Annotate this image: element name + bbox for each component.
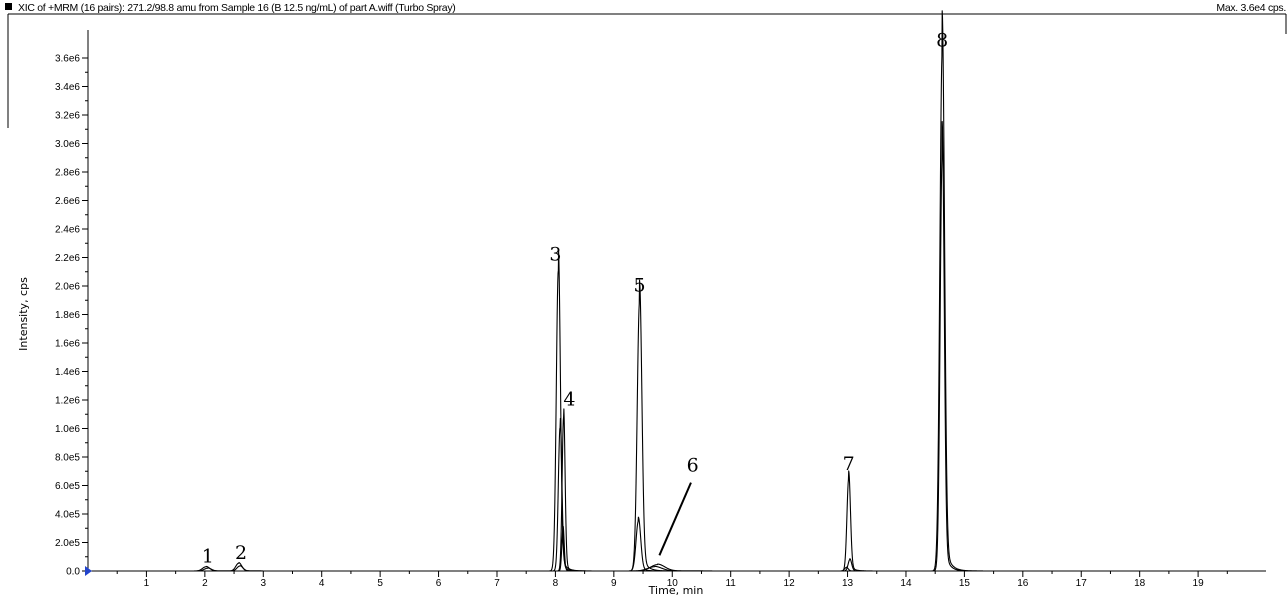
- peak-number-label: 5: [633, 275, 645, 297]
- x-tick-label: 5: [377, 578, 383, 589]
- y-tick-label: 3.0e6: [55, 139, 80, 150]
- x-tick-label: 18: [1134, 578, 1146, 589]
- x-tick-label: 14: [900, 578, 912, 589]
- x-tick-label: 8: [553, 578, 559, 589]
- y-tick-label: 1.6e6: [55, 339, 80, 350]
- peak-number-label: 6: [687, 454, 699, 476]
- peak-number-label: 4: [563, 389, 575, 411]
- trace-line: [87, 525, 1240, 572]
- x-tick-label: 11: [725, 578, 736, 589]
- max-intensity-label: Max. 3.6e4 cps.: [1216, 2, 1286, 14]
- y-tick-label: 1.8e6: [55, 310, 80, 321]
- y-tick-label: 2.0e6: [55, 282, 80, 293]
- header-marker-icon: [5, 3, 12, 10]
- y-tick-label: 2.4e6: [55, 225, 80, 236]
- y-tick-label: 1.4e6: [55, 367, 80, 378]
- x-tick-label: 17: [1076, 578, 1088, 589]
- y-tick-label: 6.0e5: [55, 481, 80, 492]
- x-tick-label: 16: [1017, 578, 1029, 589]
- x-tick-label: 10: [667, 578, 679, 589]
- chromatogram-traces: [87, 10, 1240, 572]
- trace-line: [87, 121, 1240, 572]
- peak-number-label: 8: [936, 30, 948, 52]
- x-tick-label: 4: [319, 578, 325, 589]
- x-tick-label: 3: [260, 578, 266, 589]
- chart-title: XIC of +MRM (16 pairs): 271.2/98.8 amu f…: [18, 2, 455, 14]
- x-tick-label: 7: [494, 578, 500, 589]
- y-tick-label: 3.2e6: [55, 111, 80, 122]
- x-tick-label: 6: [436, 578, 442, 589]
- peak-labels: 1 2 3 4 5 6 7 8: [202, 30, 949, 568]
- y-tick-label: 0.0: [66, 567, 80, 578]
- y-tick-label: 8.0e5: [55, 453, 80, 464]
- x-tick-label: 15: [959, 578, 971, 589]
- peak-number-label: 1: [202, 545, 214, 567]
- y-tick-label: 2.6e6: [55, 196, 80, 207]
- peak-number-label: 7: [843, 453, 855, 475]
- x-tick-label: 9: [611, 578, 617, 589]
- y-tick-label: 2.0e5: [55, 538, 80, 549]
- axis-origin-marker-icon: [85, 566, 92, 576]
- y-axis-label: Intensity, cps: [17, 277, 30, 351]
- peak-6-pointer-line: [658, 482, 692, 556]
- peak-number-label: 2: [235, 542, 247, 564]
- y-tick-label: 1.2e6: [55, 396, 80, 407]
- x-axis-label: Time, min: [648, 584, 704, 597]
- x-tick-label: 1: [144, 578, 150, 589]
- x-tick-label: 2: [202, 578, 208, 589]
- peak-number-label: 3: [549, 243, 561, 265]
- x-tick-label: 13: [842, 578, 854, 589]
- trace-line: [87, 10, 1240, 572]
- y-tick-label: 3.4e6: [55, 82, 80, 93]
- y-tick-label: 2.8e6: [55, 168, 80, 179]
- y-tick-label: 4.0e5: [55, 510, 80, 521]
- y-tick-label: 2.2e6: [55, 253, 80, 264]
- x-tick-label: 19: [1193, 578, 1205, 589]
- y-tick-label: 1.0e6: [55, 424, 80, 435]
- y-tick-label: 3.6e6: [55, 54, 80, 65]
- axis-ticks: 1 2 3 4 5 6 7 8 9 10 11 12 13 14 15 16 17 18 190.02.0e54.0…: [55, 54, 1228, 589]
- x-tick-label: 12: [784, 578, 796, 589]
